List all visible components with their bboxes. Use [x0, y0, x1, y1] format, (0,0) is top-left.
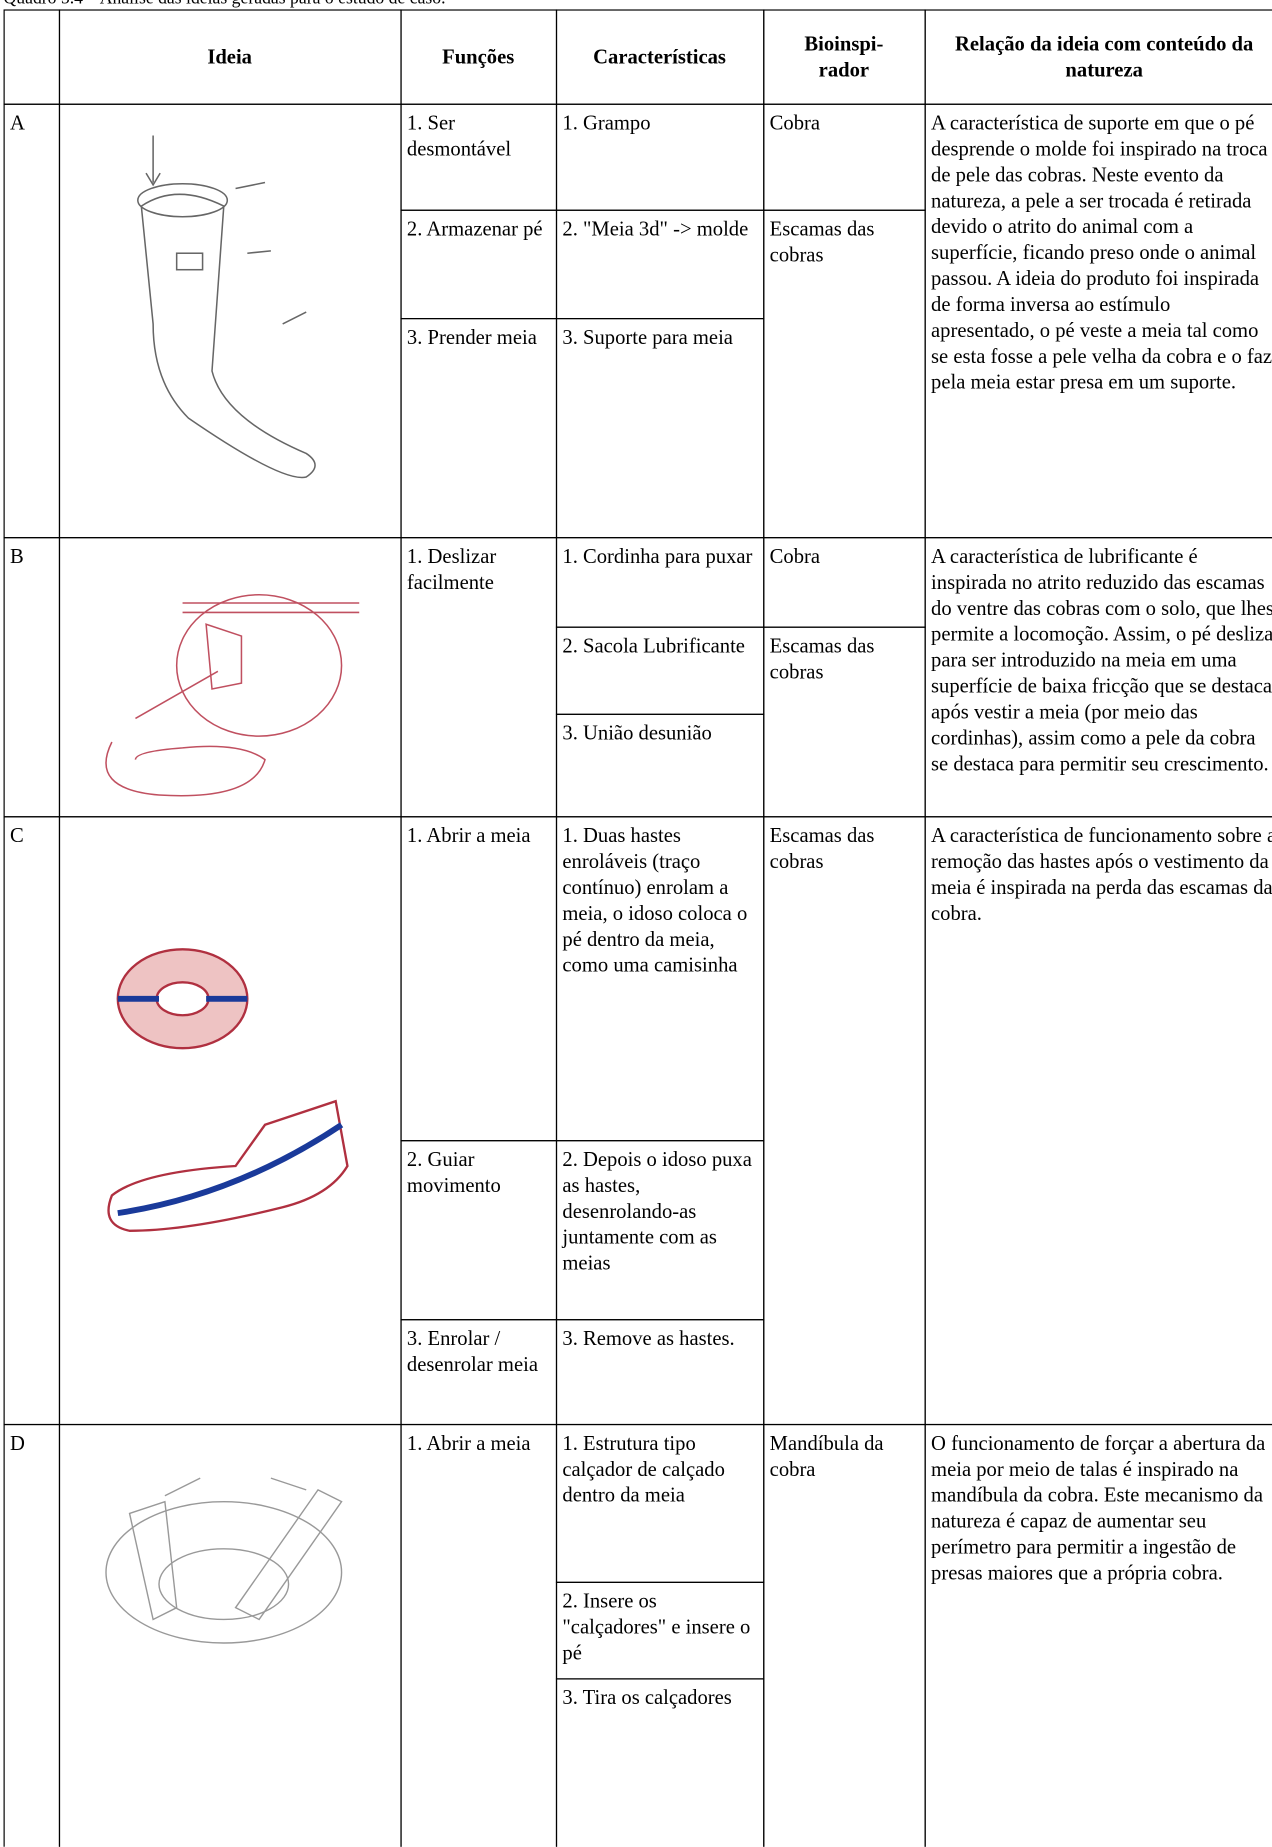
function-cell: 1. Deslizar facilmente: [399, 536, 557, 817]
header-cell: Bioinspi- rador: [762, 8, 926, 105]
header-cell: Características: [555, 8, 764, 105]
characteristic-cell: 3. União desunião: [555, 713, 764, 817]
relation-cell: A característica de suporte em que o pé …: [923, 103, 1272, 538]
characteristic-cell: 1. Duas hastes enroláveis (traço contínu…: [555, 815, 764, 1141]
function-cell: 2. Guiar movimento: [399, 1139, 557, 1320]
relation-cell: A característica de funcionamento sobre …: [923, 815, 1272, 1425]
characteristic-cell: 3. Tira os calçadores: [555, 1677, 764, 1847]
bioinspirer-cell: Escamas das cobras: [762, 625, 926, 817]
relation-cell: O funcionamento de forçar a abertura da …: [923, 1423, 1272, 1847]
characteristic-cell: 1. Estrutura tipo calçador de calçado de…: [555, 1423, 764, 1583]
header-cell: Relação da ideia com conteúdo da naturez…: [923, 8, 1272, 105]
row-id: B: [2, 536, 60, 817]
function-cell: 3. Prender meia: [399, 317, 557, 538]
sketch-d: [105, 1477, 343, 1644]
characteristic-cell: 2. Insere os "calçadores" e insere o pé: [555, 1581, 764, 1679]
sketch-a: [137, 135, 316, 479]
bioinspirer-cell: Cobra: [762, 103, 926, 211]
characteristic-cell: 2. Sacola Lubrificante: [555, 625, 764, 715]
row-id: C: [2, 815, 60, 1425]
function-cell: 2. Armazenar pé: [399, 209, 557, 319]
characteristic-cell: 2. "Meia 3d" -> molde: [555, 209, 764, 319]
sketch-b: [105, 594, 360, 797]
characteristic-cell: 1. Grampo: [555, 103, 764, 211]
bioinspirer-cell: Escamas das cobras: [762, 815, 926, 1425]
characteristic-cell: 2. Depois o idoso puxa as hastes, desenr…: [555, 1139, 764, 1320]
characteristic-cell: 3. Remove as hastes.: [555, 1318, 764, 1425]
row-id: D: [2, 1423, 60, 1847]
header-cell: Ideia: [58, 8, 402, 105]
function-cell: 1. Abrir a meia: [399, 1423, 557, 1847]
relation-cell: A característica de lubrificante é inspi…: [923, 536, 1272, 817]
bioinspirer-cell: Escamas das cobras: [762, 209, 926, 538]
function-cell: 1. Abrir a meia: [399, 815, 557, 1141]
characteristic-cell: 1. Cordinha para puxar: [555, 536, 764, 628]
bioinspirer-cell: Mandíbula da cobra: [762, 1423, 926, 1847]
header-cell: Funções: [399, 8, 557, 105]
characteristic-cell: 3. Suporte para meia: [555, 317, 764, 538]
function-cell: 3. Enrolar / desenrolar meia: [399, 1318, 557, 1425]
function-cell: 1. Ser desmontável: [399, 103, 557, 211]
caption: Quadro 5.4 – Análise das ideias geradas …: [4, 0, 446, 12]
header-cell: [2, 8, 60, 105]
bioinspirer-cell: Cobra: [762, 536, 926, 628]
row-id: A: [2, 103, 60, 538]
sketch-c: [107, 948, 349, 1232]
